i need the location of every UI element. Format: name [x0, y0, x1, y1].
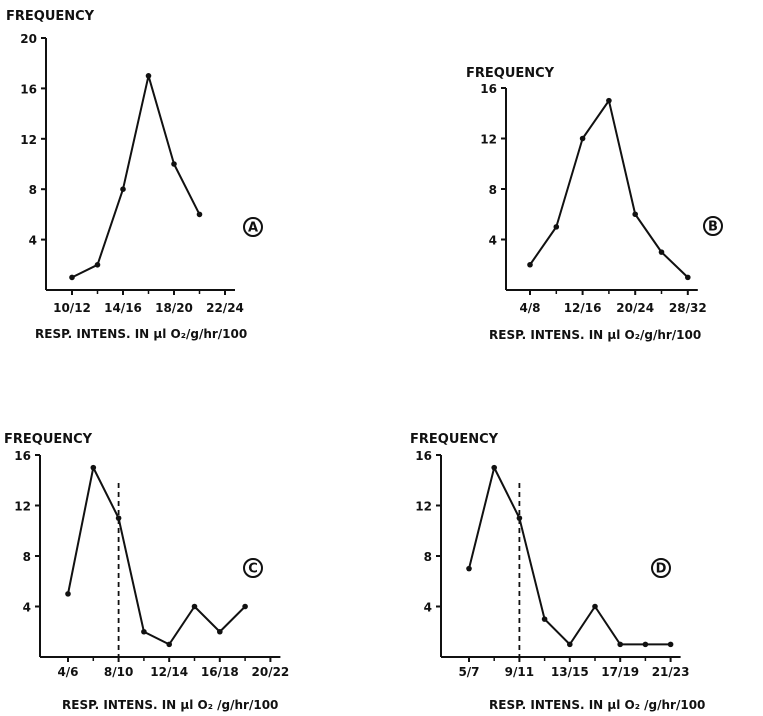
- series-line: [468, 466, 671, 646]
- data-point: [567, 641, 573, 648]
- data-point: [242, 603, 248, 610]
- data-point: [685, 274, 691, 281]
- data-point: [196, 211, 203, 218]
- y-tick-label: 12: [415, 500, 432, 514]
- data-point: [120, 186, 126, 192]
- chart-panel-b: FREQUENCY 4 8 12 16 4/8 12/16 20/24 28/32 B RESP. …: [466, 66, 723, 342]
- x-tick-label: 10/12: [53, 301, 91, 315]
- data-point: [516, 515, 523, 521]
- y-tick-label: 12: [14, 500, 31, 514]
- data-point: [642, 641, 649, 648]
- data-point: [115, 515, 122, 521]
- x-axis-label: RESP. INTENS. IN µl O₂/g/hr/100: [35, 327, 247, 341]
- data-point: [171, 161, 177, 167]
- x-tick-label: 12/14: [150, 665, 188, 679]
- data-point: [553, 224, 560, 230]
- x-tick-label: 28/32: [669, 301, 707, 315]
- x-tick-label: 20/24: [616, 301, 654, 315]
- chart-panel-a: FREQUENCY 4 8 12 16 20 10/12 14/16 18/20 22/24 A RE…: [6, 9, 263, 341]
- y-tick-label: 12: [480, 133, 497, 147]
- y-axis-label: FREQUENCY: [6, 9, 95, 24]
- y-tick-label: 16: [415, 449, 432, 463]
- chart-panel-d: FREQUENCY 4 8 12 16 5/7 9/11 13/15 17/19 21/23 D RE…: [410, 432, 705, 712]
- data-point: [667, 641, 674, 648]
- data-point: [94, 262, 101, 268]
- x-tick-label: 20/22: [252, 665, 290, 679]
- panel-letter: A: [248, 221, 258, 236]
- data-point: [217, 628, 223, 635]
- data-point: [658, 249, 665, 255]
- y-tick-label: 8: [489, 183, 497, 197]
- data-point: [541, 616, 548, 622]
- y-tick-label: 8: [424, 550, 432, 564]
- x-tick-label: 16/18: [201, 665, 239, 679]
- series-line: [529, 99, 689, 279]
- y-axis-label: FREQUENCY: [4, 432, 93, 447]
- data-point: [166, 641, 172, 648]
- x-tick-label: 8/10: [104, 665, 133, 679]
- data-point: [69, 274, 75, 281]
- data-point: [527, 261, 533, 268]
- panel-letter-circle: [651, 558, 671, 578]
- data-point: [592, 603, 598, 610]
- panel-letter-circle: [703, 216, 723, 236]
- y-tick-label: 4: [29, 234, 37, 248]
- y-tick-label: 4: [23, 601, 31, 615]
- y-axis-label: FREQUENCY: [410, 432, 499, 447]
- y-tick-label: 16: [14, 449, 31, 463]
- y-axis-label: FREQUENCY: [466, 66, 555, 81]
- y-tick-label: 20: [20, 32, 37, 46]
- x-tick-label: 4/6: [57, 665, 78, 679]
- x-tick-label: 13/15: [551, 665, 589, 679]
- data-point: [632, 211, 638, 218]
- data-point: [141, 628, 147, 635]
- panel-letter: C: [248, 562, 258, 577]
- y-tick-label: 12: [20, 133, 37, 147]
- panel-letter-circle: [243, 217, 263, 237]
- y-tick-label: 4: [424, 601, 432, 615]
- y-tick-label: 8: [29, 183, 37, 197]
- data-point: [90, 464, 97, 471]
- data-point: [466, 565, 472, 572]
- x-tick-label: 14/16: [104, 301, 142, 315]
- x-tick-label: 21/23: [652, 665, 690, 679]
- data-point: [65, 591, 71, 597]
- data-point: [491, 464, 498, 471]
- data-point: [145, 73, 152, 79]
- data-point: [617, 641, 623, 648]
- x-tick-label: 4/8: [519, 301, 540, 315]
- x-tick-label: 12/16: [564, 301, 602, 315]
- x-tick-label: 5/7: [458, 665, 479, 679]
- data-point: [579, 135, 586, 142]
- x-tick-label: 18/20: [155, 301, 193, 315]
- x-axis-label: RESP. INTENS. IN µl O₂/g/hr/100: [489, 328, 701, 342]
- panel-letter: B: [708, 220, 718, 235]
- y-tick-label: 8: [23, 550, 31, 564]
- y-tick-label: 16: [480, 82, 497, 96]
- data-point: [606, 97, 612, 104]
- y-tick-label: 4: [489, 234, 497, 248]
- series-line: [71, 74, 201, 279]
- panel-letter: D: [656, 562, 667, 577]
- y-tick-label: 16: [20, 82, 37, 96]
- chart-panel-c: FREQUENCY 4 8 12 16 4/6 8/10 12/14 16/18 20/22 C RE…: [4, 432, 289, 712]
- series-line: [67, 466, 246, 646]
- x-tick-label: 22/24: [206, 301, 244, 315]
- x-axis-label: RESP. INTENS. IN µl O₂ /g/hr/100: [62, 698, 278, 712]
- x-tick-label: 17/19: [601, 665, 639, 679]
- data-point: [191, 603, 198, 610]
- panel-letter-circle: [243, 558, 263, 578]
- x-tick-label: 9/11: [505, 665, 534, 679]
- x-axis-label: RESP. INTENS. IN µl O₂ /g/hr/100: [489, 698, 705, 712]
